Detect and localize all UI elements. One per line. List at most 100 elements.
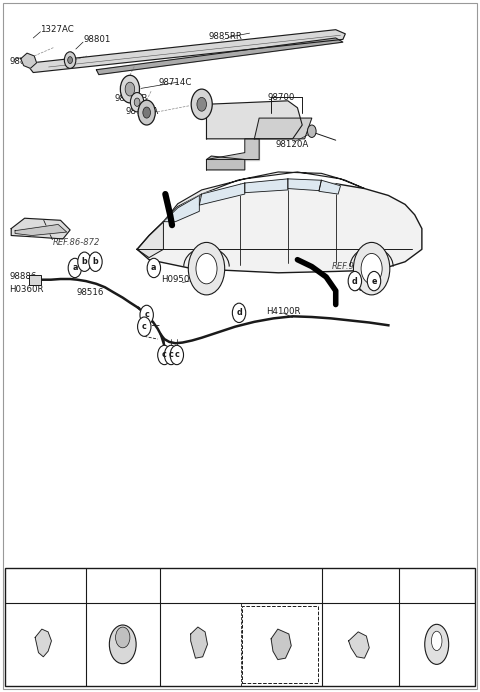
Polygon shape: [319, 180, 340, 194]
Text: REF.91-986: REF.91-986: [332, 262, 379, 271]
Text: c: c: [168, 350, 173, 359]
Bar: [5, 568, 475, 686]
Polygon shape: [29, 30, 345, 73]
Text: c: c: [174, 350, 179, 359]
Polygon shape: [288, 179, 322, 190]
Circle shape: [109, 625, 136, 664]
Bar: [29, 275, 41, 285]
Text: 98516: 98516: [354, 284, 381, 293]
Circle shape: [170, 345, 183, 365]
Circle shape: [162, 577, 174, 594]
Polygon shape: [271, 629, 291, 659]
Polygon shape: [206, 101, 302, 139]
Polygon shape: [35, 629, 51, 657]
Text: e: e: [371, 277, 377, 286]
Text: 98886: 98886: [9, 272, 36, 281]
Circle shape: [157, 345, 171, 365]
Text: 97684C: 97684C: [246, 588, 276, 597]
Circle shape: [89, 252, 102, 271]
Text: 98951: 98951: [345, 581, 372, 590]
Circle shape: [68, 258, 82, 277]
Ellipse shape: [425, 624, 449, 664]
Polygon shape: [245, 179, 288, 192]
Text: c: c: [166, 581, 170, 590]
Polygon shape: [137, 221, 163, 257]
Polygon shape: [254, 118, 312, 139]
Polygon shape: [163, 195, 199, 221]
Polygon shape: [206, 139, 259, 160]
Circle shape: [89, 577, 100, 594]
Text: 98120A: 98120A: [276, 140, 309, 149]
Text: c: c: [144, 311, 149, 320]
Text: b: b: [92, 581, 97, 590]
Text: e: e: [405, 581, 410, 590]
Text: c: c: [162, 350, 167, 359]
Polygon shape: [137, 181, 422, 273]
Text: H0360R: H0360R: [9, 285, 44, 294]
Circle shape: [191, 89, 212, 120]
Circle shape: [353, 242, 390, 295]
Polygon shape: [96, 38, 343, 75]
Circle shape: [138, 317, 151, 336]
Polygon shape: [191, 627, 207, 658]
Circle shape: [68, 57, 72, 64]
Text: a: a: [12, 581, 17, 590]
Circle shape: [196, 253, 217, 284]
Circle shape: [116, 627, 130, 648]
Text: 98700: 98700: [268, 93, 295, 102]
Polygon shape: [348, 632, 369, 658]
Text: H0950R: H0950R: [161, 275, 195, 284]
Circle shape: [140, 305, 154, 325]
Circle shape: [308, 125, 316, 138]
Polygon shape: [163, 172, 364, 221]
Text: b: b: [82, 257, 87, 266]
Text: 98970: 98970: [168, 581, 195, 590]
Circle shape: [147, 258, 160, 277]
Text: 98163B: 98163B: [115, 94, 148, 103]
Text: 98726A: 98726A: [125, 107, 158, 116]
Circle shape: [367, 271, 381, 291]
Text: c: c: [142, 322, 147, 331]
Circle shape: [143, 107, 151, 118]
Circle shape: [134, 98, 140, 107]
Text: d: d: [236, 309, 242, 318]
Text: 98940C: 98940C: [109, 581, 142, 590]
Polygon shape: [206, 156, 245, 170]
Circle shape: [125, 82, 135, 96]
Text: 98516: 98516: [76, 288, 104, 297]
Circle shape: [188, 242, 225, 295]
Circle shape: [197, 98, 206, 111]
Text: a: a: [151, 264, 156, 273]
Text: d: d: [328, 581, 334, 590]
Circle shape: [131, 93, 144, 112]
Circle shape: [120, 75, 140, 103]
Circle shape: [402, 577, 413, 594]
Circle shape: [348, 271, 361, 291]
Circle shape: [78, 252, 91, 271]
Ellipse shape: [432, 631, 442, 650]
Circle shape: [8, 577, 20, 594]
Text: 9885RR: 9885RR: [209, 32, 243, 41]
Polygon shape: [15, 224, 67, 235]
Text: a: a: [72, 264, 78, 273]
Text: 98893B: 98893B: [422, 581, 455, 590]
Text: REF.86-872: REF.86-872: [52, 238, 100, 247]
Text: H4100R: H4100R: [266, 307, 301, 316]
Text: (-131216): (-131216): [246, 576, 283, 585]
Polygon shape: [11, 218, 70, 239]
Text: 1327AC: 1327AC: [40, 25, 74, 34]
Circle shape: [164, 345, 178, 365]
Text: b: b: [93, 257, 98, 266]
Circle shape: [325, 577, 336, 594]
Circle shape: [361, 253, 382, 284]
Circle shape: [232, 303, 246, 322]
Text: 98714C: 98714C: [158, 78, 192, 86]
Text: 81199: 81199: [28, 581, 56, 590]
Text: 98801: 98801: [83, 35, 110, 44]
Text: 98815: 98815: [9, 57, 36, 66]
Text: d: d: [352, 277, 358, 286]
Polygon shape: [199, 183, 245, 205]
Circle shape: [64, 52, 76, 69]
Circle shape: [138, 100, 156, 125]
Polygon shape: [21, 53, 36, 69]
